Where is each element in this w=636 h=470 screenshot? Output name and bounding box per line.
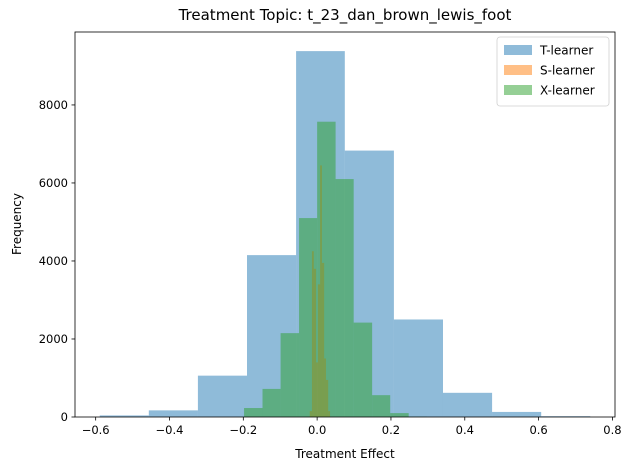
- bar-x-learner-7: [372, 395, 391, 417]
- x-tick-label: −0.2: [229, 423, 257, 437]
- x-axis-ticks: −0.6 −0.4 −0.2 0.0 0.2 0.4 0.6 0.8: [82, 417, 622, 437]
- x-tick-label: −0.6: [82, 423, 110, 437]
- bar-x-learner-6: [353, 322, 373, 417]
- x-tick-label: 0.6: [529, 423, 547, 437]
- legend-swatch-s-learner: [504, 65, 532, 75]
- legend-swatch-x-learner: [504, 85, 532, 95]
- bar-x-learner-4: [317, 121, 336, 417]
- bar-t-learner-7: [442, 392, 493, 417]
- bar-t-learner-1: [148, 410, 198, 417]
- legend: T-learner S-learner X-learner: [496, 36, 610, 107]
- bar-t-learner-8: [492, 411, 542, 417]
- legend-label-t-learner: T-learner: [539, 44, 593, 58]
- x-tick-label: 0.8: [603, 423, 621, 437]
- y-tick-label: 2000: [39, 332, 68, 346]
- y-tick-label: 6000: [39, 176, 68, 190]
- bar-t-learner-6: [393, 319, 443, 417]
- bar-x-learner-0: [244, 408, 263, 417]
- bar-t-learner-2: [197, 375, 248, 417]
- y-axis-label: Frequency: [10, 193, 24, 255]
- y-tick-label: 8000: [39, 98, 68, 112]
- x-tick-label: 0.0: [308, 423, 326, 437]
- legend-label-x-learner: X-learner: [540, 84, 595, 98]
- chart-title: Treatment Topic: t_23_dan_brown_lewis_fo…: [178, 6, 512, 25]
- plot-area-frame: [74, 31, 616, 418]
- legend-swatch-t-learner: [504, 45, 532, 55]
- x-axis-label: Treatment Effect: [294, 447, 395, 461]
- bar-x-learner-5: [335, 179, 354, 417]
- bar-x-learner-1: [262, 388, 281, 417]
- bar-x-learner-2: [280, 333, 300, 417]
- x-tick-label: 0.4: [456, 423, 474, 437]
- legend-label-s-learner: S-learner: [540, 64, 595, 78]
- y-tick-label: 0: [61, 410, 68, 424]
- bar-x-learner-8: [390, 413, 409, 417]
- y-tick-label: 4000: [39, 254, 68, 268]
- bar-t-learner-0: [99, 415, 149, 417]
- y-axis-ticks: 0 2000 4000 6000 8000: [39, 98, 75, 424]
- histogram-bars: [99, 51, 591, 418]
- bar-x-learner-3: [299, 218, 318, 417]
- x-tick-label: −0.4: [156, 423, 184, 437]
- x-tick-label: 0.2: [382, 423, 400, 437]
